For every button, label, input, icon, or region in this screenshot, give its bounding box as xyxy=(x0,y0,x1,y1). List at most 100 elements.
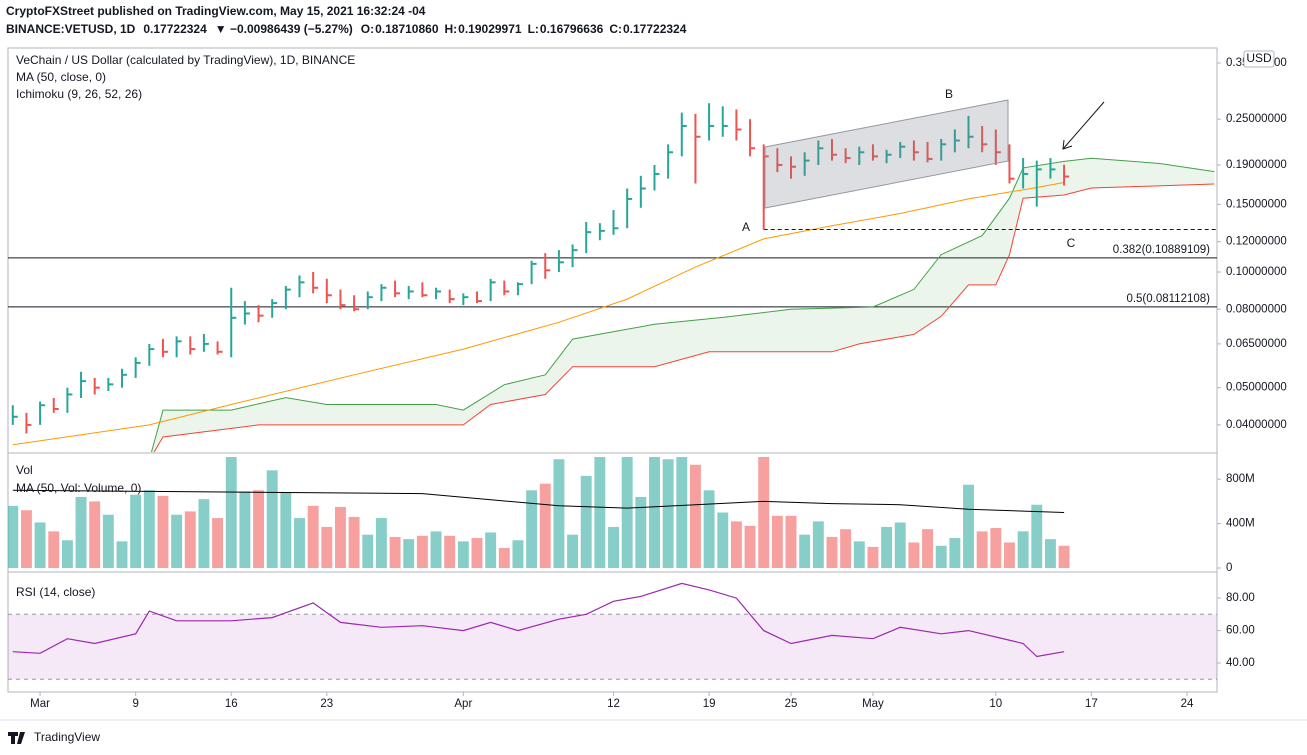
volume-bar xyxy=(799,534,811,568)
volume-bar xyxy=(20,510,32,568)
volume-bar xyxy=(75,496,87,568)
ohlc-value: 0.16796636 xyxy=(540,22,604,36)
volume-bar xyxy=(867,546,879,568)
volume-bar xyxy=(553,459,565,568)
rsi-band xyxy=(8,614,1217,680)
volume-bar xyxy=(116,541,128,568)
publisher: CryptoFXStreet published on TradingView.… xyxy=(6,4,426,18)
ohlc-label: C: xyxy=(609,22,622,36)
ichimoku-legend: Ichimoku (9, 26, 52, 26) xyxy=(16,87,142,101)
y-tick-label: 0.04000000 xyxy=(1226,419,1287,431)
volume-bar xyxy=(744,525,756,568)
volume-bar xyxy=(635,496,647,568)
volume-bar xyxy=(498,548,510,568)
volume-bar xyxy=(61,540,73,568)
logo xyxy=(8,732,25,744)
volume-bar xyxy=(171,514,183,568)
volume-bar xyxy=(963,484,974,568)
y-tick-label: 0.05000000 xyxy=(1226,382,1287,394)
volume-bar xyxy=(881,526,893,568)
volume-bar xyxy=(908,542,920,568)
volume-bar xyxy=(239,491,251,568)
volume-bar xyxy=(758,457,770,568)
volume-bar xyxy=(785,515,797,568)
volume-bar xyxy=(949,538,961,568)
volume-bar xyxy=(539,483,551,568)
volume-bar xyxy=(253,490,264,568)
header-line: BINANCE:VETUSD, 1D 0.17722324 ▼ −0.0098643… xyxy=(6,22,687,36)
volume-bar xyxy=(526,490,538,568)
volume-bar xyxy=(730,521,742,568)
volume-bar xyxy=(580,475,592,568)
ohlc-label: L: xyxy=(528,22,539,36)
volume-bar xyxy=(212,518,224,568)
vol-ma-legend: MA (50, Vol: Volume, 0) xyxy=(16,481,141,495)
volume-bar xyxy=(184,511,196,568)
x-tick-label: 16 xyxy=(225,698,238,710)
volume-bar xyxy=(143,490,155,568)
rsi-pane xyxy=(8,582,1217,680)
fib-label: 0.5(0.08112108) xyxy=(1126,293,1210,305)
ohlc-value: 0.19029971 xyxy=(458,22,522,36)
volume-bar xyxy=(662,459,674,568)
currency: USD xyxy=(1246,51,1272,65)
volume-bar xyxy=(717,512,729,568)
y-tick-label: 0.15000000 xyxy=(1226,198,1287,210)
volume-bar xyxy=(307,505,319,568)
y-tick-label: 0.10000000 xyxy=(1226,266,1287,278)
volume-bar xyxy=(457,541,469,568)
ohlc-label: H: xyxy=(445,22,458,36)
header-text: BINANCE:VETUSD, 1D xyxy=(6,22,136,36)
volume-bar xyxy=(198,499,210,568)
y-tick-label: 0.08000000 xyxy=(1226,303,1287,315)
x-tick-label: 17 xyxy=(1085,698,1098,710)
y-tick-label: 0.19000000 xyxy=(1226,159,1287,171)
volume-bar xyxy=(649,457,660,568)
vol-title: Vol xyxy=(16,463,33,477)
volume-bar xyxy=(389,536,401,568)
y-tick-label: 80.00 xyxy=(1226,592,1255,604)
x-tick-label: Mar xyxy=(30,698,50,710)
volume-bar xyxy=(89,501,101,568)
arrow-head xyxy=(1062,139,1073,150)
x-tick-label: 10 xyxy=(989,698,1002,710)
volume-bar xyxy=(771,515,783,568)
header-text: 0.17722324 xyxy=(143,22,207,36)
brand: TradingView xyxy=(34,730,100,744)
ichimoku-cloud xyxy=(151,158,1215,452)
x-tick-label: 9 xyxy=(132,698,138,710)
x-tick-label: 19 xyxy=(703,698,716,710)
volume-bar xyxy=(403,539,415,568)
volume-bar xyxy=(280,492,292,568)
x-tick-label: May xyxy=(862,698,884,710)
volume-bar xyxy=(922,529,934,568)
label-c: C xyxy=(1067,236,1076,250)
channel xyxy=(764,99,1009,209)
volume-bar xyxy=(225,457,237,568)
price-title: VeChain / US Dollar (calculated by Tradi… xyxy=(16,53,355,67)
frame xyxy=(7,47,1218,693)
arrow xyxy=(1062,101,1105,150)
volume-bar xyxy=(362,534,374,568)
label-b: B xyxy=(945,87,953,101)
volume-bar xyxy=(840,529,852,568)
volume-bar xyxy=(130,494,142,568)
volume-bar xyxy=(990,528,1002,568)
volume-bar xyxy=(567,534,579,568)
volume-bar xyxy=(294,518,305,568)
volume-pane xyxy=(8,457,1070,568)
ohlc-value: 0.17722324 xyxy=(623,22,687,36)
annotations: A B C xyxy=(742,87,1105,250)
volume-ma xyxy=(12,489,1065,513)
volume-bar xyxy=(976,531,988,568)
ichimoku-span-b xyxy=(153,183,1215,452)
volume-bar xyxy=(676,457,688,568)
volume-bar xyxy=(266,470,278,568)
legends: VeChain / US Dollar (calculated by Tradi… xyxy=(16,53,355,599)
header-text: ▼ −0.00986439 (−5.27%) xyxy=(215,22,353,36)
volume-bar xyxy=(8,505,19,568)
volume-bar xyxy=(689,464,701,568)
rsi-line xyxy=(12,582,1065,658)
volume-bar xyxy=(826,536,838,568)
volume-bar xyxy=(416,535,428,568)
